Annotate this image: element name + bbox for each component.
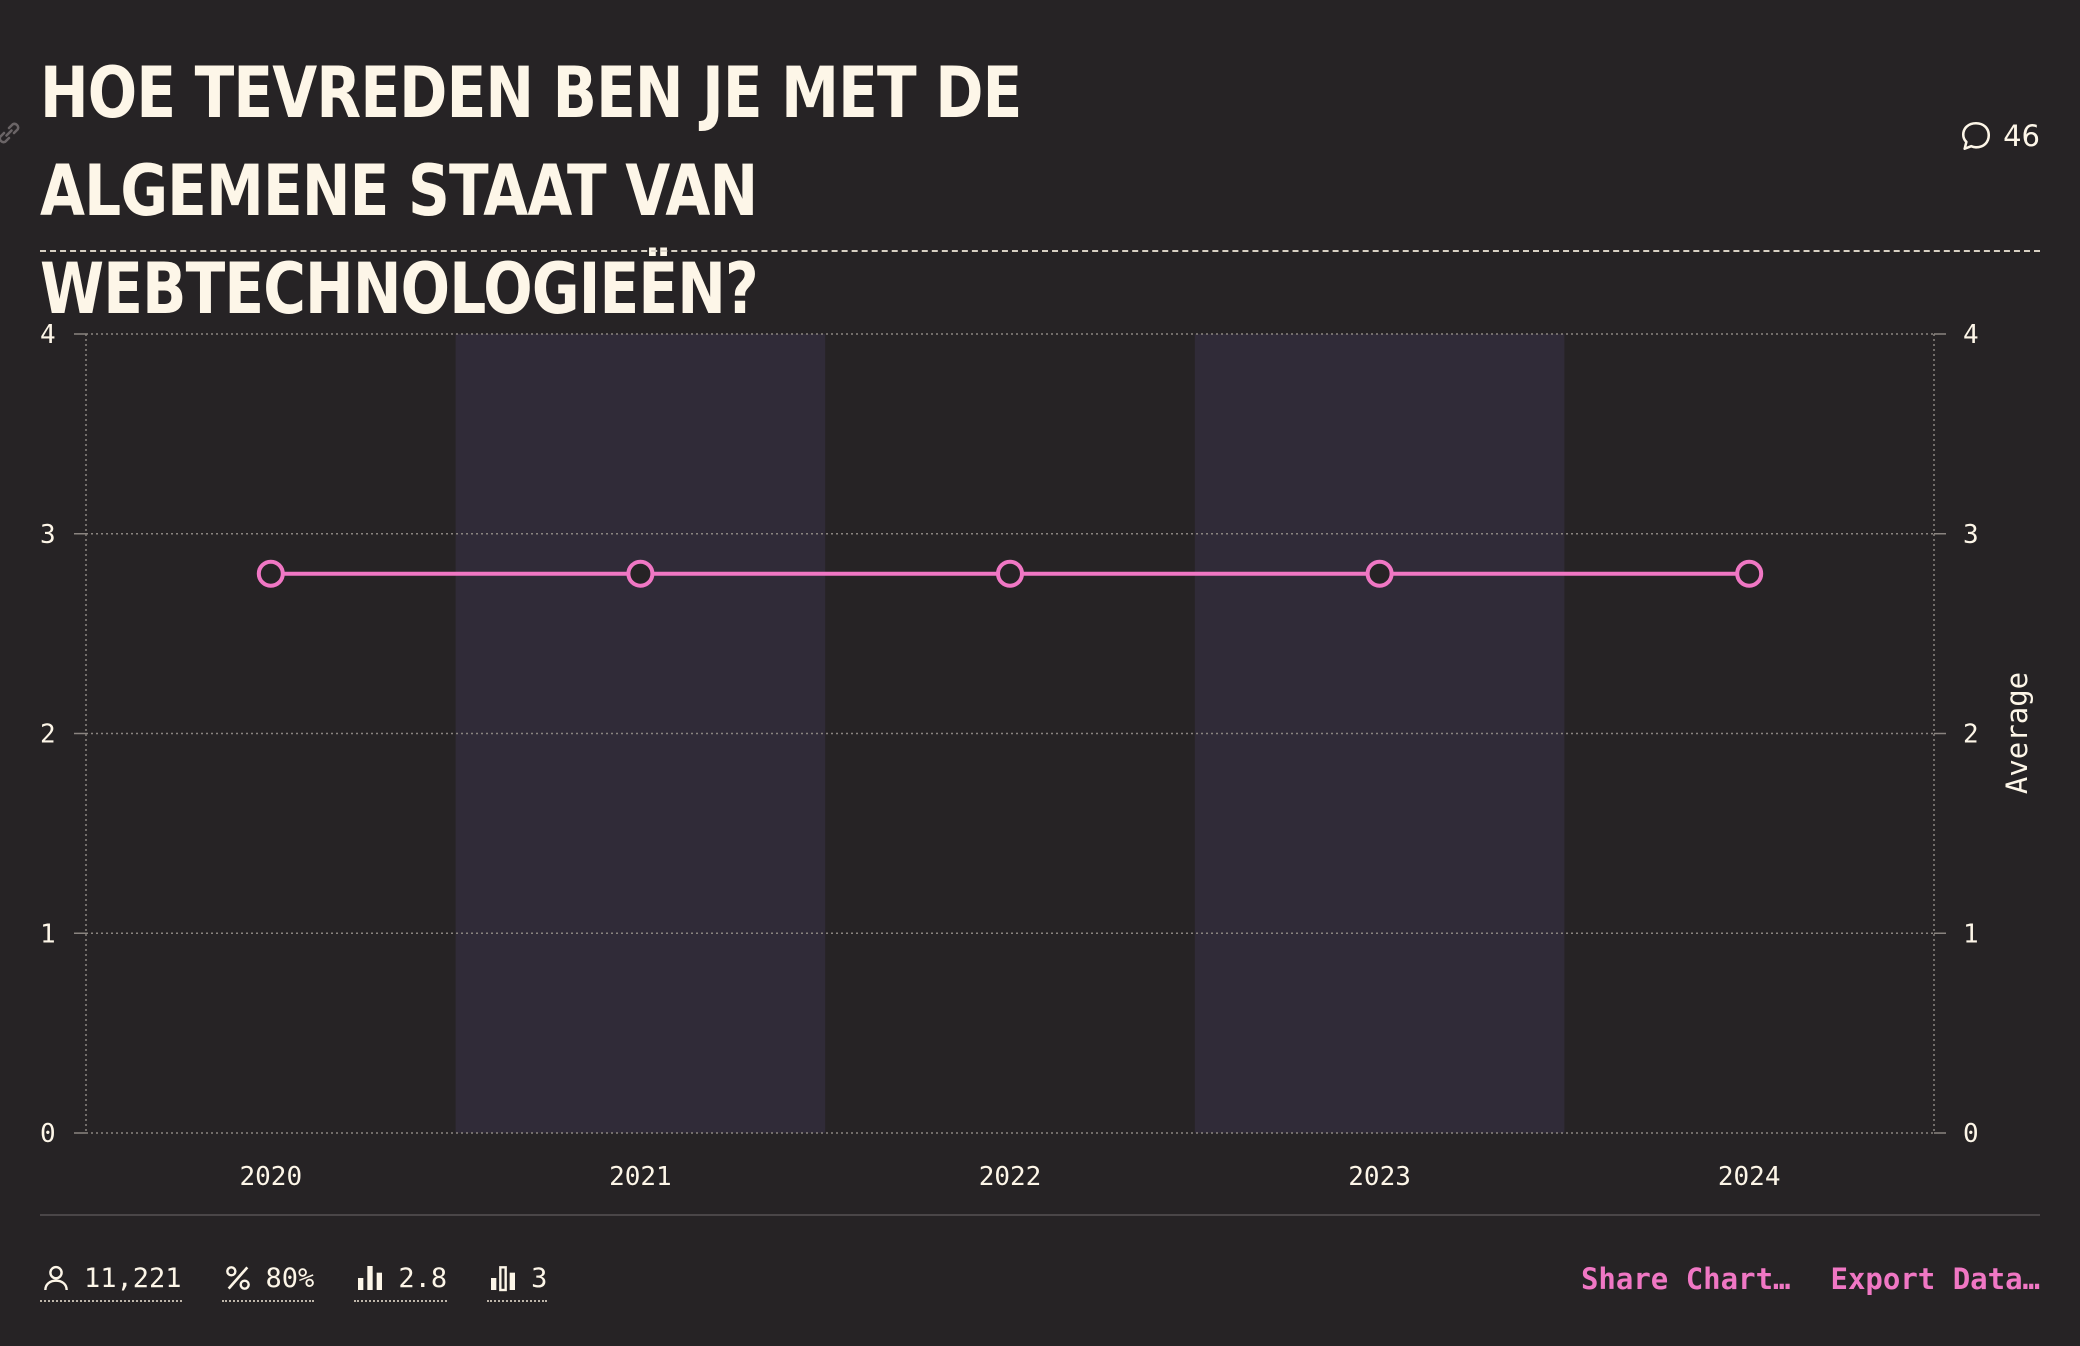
- y-tick-label-left: 0: [40, 1119, 56, 1149]
- comment-icon: [1962, 121, 1991, 151]
- y-tick-label-left: 2: [40, 720, 56, 750]
- median-stat[interactable]: 3: [487, 1262, 548, 1302]
- export-data-button[interactable]: Export Data…: [1830, 1262, 2040, 1296]
- y-tick-label-right: 2: [1963, 720, 1979, 750]
- average-stat[interactable]: 2.8: [354, 1262, 448, 1302]
- y-tick-label-right: 1: [1963, 919, 1979, 949]
- average-value: 2.8: [398, 1262, 448, 1294]
- line-chart: 0 0 1 1 2 2 3 3 4 4 Average 2020 2021 2022 2023 2024: [40, 320, 2034, 1192]
- data-point: [626, 559, 655, 588]
- y-axis-label: Average: [2000, 672, 2034, 794]
- percentage-stat[interactable]: 80%: [221, 1262, 315, 1302]
- data-point: [1365, 559, 1394, 588]
- title-divider: [40, 250, 2040, 252]
- data-point: [256, 559, 285, 588]
- chart-actions: Share Chart… Export Data…: [1581, 1262, 2040, 1296]
- x-tick-label: 2024: [1718, 1162, 1781, 1192]
- y-tick-label-right: 3: [1963, 520, 1979, 550]
- median-value: 3: [531, 1262, 548, 1294]
- x-tick-label: 2022: [979, 1162, 1042, 1192]
- median-bars-icon: [491, 1266, 516, 1292]
- x-tick-label: 2020: [239, 1162, 302, 1192]
- share-chart-button[interactable]: Share Chart…: [1580, 1262, 1791, 1296]
- y-tick-label-left: 3: [40, 520, 56, 550]
- link-icon[interactable]: [0, 118, 24, 148]
- y-tick-label-right: 0: [1963, 1119, 1979, 1149]
- column-band: [1194, 334, 1565, 1133]
- y-tick-label-right: 4: [1963, 320, 1979, 350]
- data-point: [996, 559, 1024, 588]
- data-point: [1735, 559, 1764, 588]
- respondents-stat[interactable]: 11,221: [40, 1262, 182, 1302]
- y-tick-label-left: 4: [40, 320, 56, 350]
- stats-bar: 11,221 80% 2.8 3: [40, 1260, 548, 1304]
- x-tick-label: 2021: [609, 1162, 672, 1192]
- comments-button[interactable]: 46: [1959, 116, 2040, 156]
- comments-count: 46: [2003, 119, 2040, 153]
- average-bars-icon: [358, 1266, 383, 1290]
- x-tick-label: 2023: [1348, 1162, 1411, 1192]
- percentage-value: 80%: [265, 1262, 315, 1294]
- person-icon: [44, 1265, 68, 1291]
- y-tick-label-left: 1: [40, 919, 56, 949]
- chart-title: Hoe tevreden ben je met de algemene staa…: [40, 52, 1022, 330]
- respondents-value: 11,221: [84, 1262, 182, 1294]
- footer-divider: [40, 1214, 2040, 1216]
- percent-icon: [225, 1266, 250, 1290]
